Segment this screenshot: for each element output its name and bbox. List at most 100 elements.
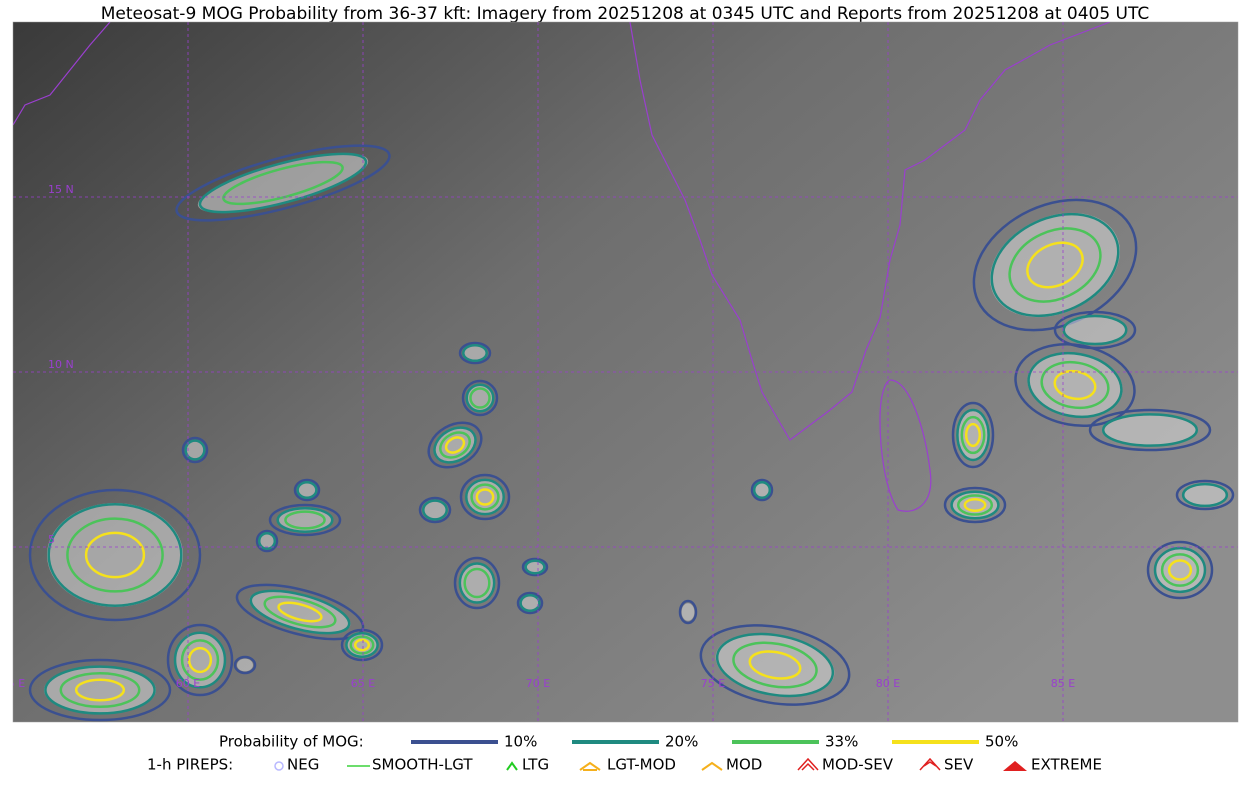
cloud (520, 595, 540, 611)
cloud (754, 482, 770, 498)
contour (47, 503, 183, 607)
grid (13, 22, 1238, 722)
contour (459, 473, 511, 521)
contour (268, 503, 342, 537)
legend-item: MOD (726, 756, 762, 774)
contour (956, 408, 990, 462)
contour (960, 415, 986, 455)
contour (276, 507, 334, 533)
contour (439, 431, 471, 459)
contours (28, 144, 1235, 722)
legend-item: EXTREME (1031, 756, 1102, 774)
cloud (1027, 352, 1123, 418)
lon-label: 70 E (526, 677, 550, 690)
contour (956, 494, 994, 516)
contour (463, 567, 491, 599)
icon-neg (274, 761, 284, 771)
contour (296, 480, 318, 500)
icon-mod-sev (797, 757, 819, 771)
lon-label: 85 E (1051, 677, 1075, 690)
contour (1026, 241, 1084, 289)
contour (66, 517, 164, 593)
contour (1101, 413, 1199, 447)
contour (1027, 351, 1123, 419)
contour (181, 436, 209, 464)
contour (469, 387, 491, 409)
icon-mod (701, 761, 723, 771)
contour (1175, 479, 1235, 511)
contour (198, 152, 368, 214)
contour (1062, 314, 1128, 346)
contour (950, 490, 1000, 520)
contour (84, 531, 146, 579)
contour (458, 562, 496, 604)
contour (1181, 482, 1229, 508)
lon-label: 60 E (176, 677, 200, 690)
contour (277, 601, 323, 623)
contour (340, 628, 384, 662)
contour (349, 635, 375, 655)
contour (715, 632, 835, 698)
legend-probability: Probability of MOG: 10% 20% 33% 50% (219, 733, 1018, 751)
icon-extreme (1003, 761, 1027, 771)
legend-item: SMOOTH-LGT (372, 756, 473, 774)
contour (1153, 546, 1207, 594)
contour (1146, 540, 1214, 600)
cloud (715, 633, 835, 697)
legend-item: SEV (944, 756, 974, 774)
legend-item: MOD-SEV (822, 756, 894, 774)
contour (1160, 553, 1200, 587)
contour (465, 478, 505, 516)
contour (963, 497, 987, 513)
cloud (434, 427, 476, 463)
contour (519, 593, 541, 613)
legend-label: 1-h PIREPS: (147, 756, 233, 774)
legend-item: 33% (825, 733, 858, 751)
cloud (525, 560, 545, 574)
contour (465, 383, 495, 413)
cloud (681, 603, 695, 621)
contour (1053, 310, 1137, 350)
legend-item: 20% (665, 733, 698, 751)
legend-label: Probability of MOG: (219, 733, 364, 751)
contour (293, 478, 321, 502)
contour (74, 678, 126, 702)
contour (1040, 360, 1110, 410)
lon-label: 65 E (351, 677, 375, 690)
contour (184, 439, 206, 461)
contour (943, 486, 1007, 524)
contour (433, 426, 477, 464)
contour (1167, 559, 1193, 581)
contour (180, 639, 220, 681)
lon-label: 55 E (1, 677, 25, 690)
contour (353, 638, 371, 652)
legend-pireps: 1-h PIREPS: NEG SMOOTH-LGT LTG LGT-MOD M… (147, 756, 1102, 774)
contour (175, 144, 391, 222)
contour (752, 480, 772, 500)
legend-item: LTG (522, 756, 549, 774)
cloud (237, 658, 253, 672)
contour (444, 436, 466, 454)
icon-sev (919, 757, 941, 771)
contour (524, 559, 546, 575)
map: 15 N 10 N 5 55 E 60 E 65 E 70 E 75 E 80 … (1, 22, 1238, 722)
contour (462, 343, 488, 363)
contour (516, 591, 544, 615)
legend-item: 50% (985, 733, 1018, 751)
contour (28, 658, 172, 722)
cloud (185, 440, 205, 460)
legend-item: LGT-MOD (607, 756, 676, 774)
contour (951, 401, 995, 469)
cloud (1182, 483, 1228, 507)
map-frame (12, 21, 1239, 723)
contour (418, 496, 452, 524)
cloud (990, 212, 1120, 318)
contour (255, 529, 279, 553)
coastline (13, 22, 1111, 512)
contour (249, 589, 351, 635)
title: Meteosat-9 MOG Probability from 36-37 kf… (101, 4, 1150, 24)
contour (166, 623, 234, 697)
contour (750, 478, 774, 502)
contour (427, 421, 483, 469)
